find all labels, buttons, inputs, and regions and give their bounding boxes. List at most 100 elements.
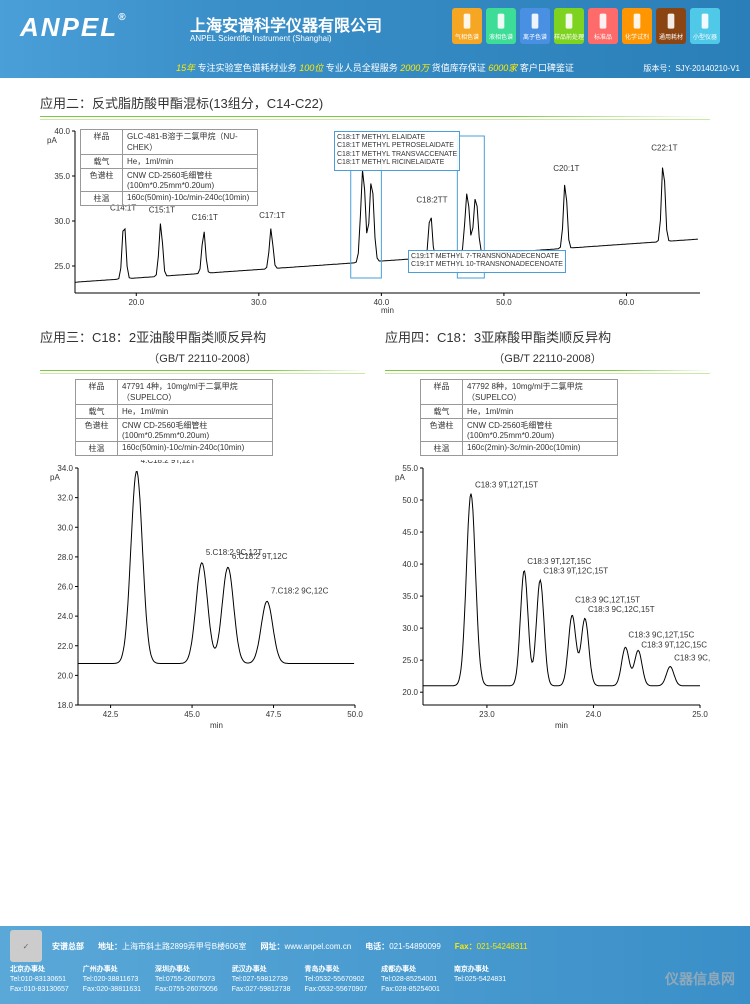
header-icon: 样品前处理 [554,8,584,44]
callout-c19-1t: C19:1T METHYL 7-TRANSNONADECENOATEC19:1T… [408,250,566,273]
svg-text:pA: pA [47,136,57,145]
svg-text:50.0: 50.0 [496,298,512,307]
svg-text:26.0: 26.0 [57,583,73,592]
svg-text:18.0: 18.0 [57,701,73,710]
office: 青岛办事处Tel:0532-55670902Fax:0532-55670907 [304,965,367,994]
watermark: 仪器信息网 [665,969,735,989]
svg-text:30.0: 30.0 [402,624,418,633]
app3-title: 应用三：C18：2亚油酸甲酯类顺反异构 [40,327,365,346]
header: ANPEL 上海安谱科学仪器有限公司 ANPEL Scientific Inst… [0,0,750,78]
svg-text:20.0: 20.0 [128,298,144,307]
tagline: 15年 专注实验室色谱耗材业务 100位 专业人员全程服务 2000万 货值库存… [0,61,750,74]
divider [40,116,710,117]
chart-app3: 样品47791 4种，10mg/ml于二氯甲烷（SUPELCO）载气He，1ml… [40,379,365,709]
header-icon: 化学试剂 [622,8,652,44]
office: 广州办事处Tel:020-38811673Fax:020-38811631 [83,965,141,994]
svg-text:45.0: 45.0 [184,710,200,719]
svg-text:32.0: 32.0 [57,494,73,503]
svg-text:pA: pA [50,473,60,482]
svg-text:C15:1T: C15:1T [149,205,175,214]
svg-text:24.0: 24.0 [586,710,602,719]
app3-params: 样品47791 4种，10mg/ml于二氯甲烷（SUPELCO）载气He，1ml… [75,379,273,456]
svg-text:C18:3 9C,12C,15C: C18:3 9C,12C,15C [674,654,710,663]
svg-text:22.0: 22.0 [57,642,73,651]
svg-text:60.0: 60.0 [619,298,635,307]
svg-text:min: min [210,721,223,730]
svg-text:55.0: 55.0 [402,464,418,473]
svg-text:C22:1T: C22:1T [651,144,677,153]
svg-text:30.0: 30.0 [251,298,267,307]
app4-title: 应用四：C18：3亚麻酸甲酯类顺反异构 [385,327,710,346]
callout-c18-1t: C18:1T METHYL ELAIDATEC18:1T METHYL PETR… [334,131,460,171]
company-en: ANPEL Scientific Instrument (Shanghai) [190,34,332,43]
svg-text:25.0: 25.0 [54,262,70,271]
svg-text:24.0: 24.0 [57,612,73,621]
svg-text:50.0: 50.0 [347,710,363,719]
app3-subtitle: （GB/T 22110-2008） [40,350,365,366]
svg-text:20.0: 20.0 [402,688,418,697]
svg-text:6.C18:2 9T,12C: 6.C18:2 9T,12C [232,552,288,561]
svg-text:45.0: 45.0 [402,528,418,537]
svg-text:C18:3 9T,12T,15T: C18:3 9T,12T,15T [475,481,538,490]
svg-text:35.0: 35.0 [402,592,418,601]
svg-text:35.0: 35.0 [54,172,70,181]
svg-text:47.5: 47.5 [266,710,282,719]
svg-text:7.C18:2 9C,12C: 7.C18:2 9C,12C [271,586,329,595]
divider [40,370,365,371]
svg-text:40.0: 40.0 [54,127,70,136]
footer-logo-icon: ✓ [10,930,42,962]
hq-label: 安谱总部 [52,941,84,952]
svg-text:C18:3 9C,12T,15C: C18:3 9C,12T,15C [628,631,694,640]
app2-params: 样品GLC-481-B溶于二氯甲烷（NU-CHEK）载气He，1ml/min色谱… [80,129,258,206]
app4-subtitle: （GB/T 22110-2008） [385,350,710,366]
svg-text:25.0: 25.0 [402,656,418,665]
header-icon: 气相色谱 [452,8,482,44]
svg-text:pA: pA [395,473,405,482]
office: 南京办事处Tel:025-5424831 [454,965,506,994]
chromatogram-app4: 20.0 25.0 30.0 35.0 40.0 45.0 50.0 55.0 23.0 24.0… [385,460,710,730]
svg-text:20.0: 20.0 [57,671,73,680]
svg-text:C17:1T: C17:1T [259,211,285,220]
chart-app4: 样品47792 8种，10mg/ml于二氯甲烷（SUPELCO）载气He，1ml… [385,379,710,709]
svg-text:50.0: 50.0 [402,496,418,505]
footer: ✓ 安谱总部 地址：上海市斜土路2899弄甲号B楼606室 网址：www.anp… [0,926,750,1004]
header-icon: 标准品 [588,8,618,44]
svg-text:23.0: 23.0 [479,710,495,719]
company-cn: 上海安谱科学仪器有限公司 [190,12,382,36]
svg-text:30.0: 30.0 [57,523,73,532]
svg-text:30.0: 30.0 [54,217,70,226]
office: 北京办事处Tel:010-83130651Fax:010-83130657 [10,965,69,994]
header-icon: 离子色谱 [520,8,550,44]
app2-title: 应用二：反式脂肪酸甲酯混标(13组分，C14-C22) [40,93,710,112]
svg-text:34.0: 34.0 [57,464,73,473]
svg-text:C18:3 9C,12C,15T: C18:3 9C,12C,15T [588,605,655,614]
svg-text:40.0: 40.0 [402,560,418,569]
header-icon: 小型仪器 [690,8,720,44]
svg-text:min: min [381,306,394,315]
divider [385,370,710,371]
svg-text:4.C18:2 9T,12T: 4.C18:2 9T,12T [141,460,196,465]
chart-app2: 样品GLC-481-B溶于二氯甲烷（NU-CHEK）载气He，1ml/min色谱… [40,125,710,315]
app4-params: 样品47792 8种，10mg/ml于二氯甲烷（SUPELCO）载气He，1ml… [420,379,618,456]
footer-offices: 北京办事处Tel:010-83130651Fax:010-83130657 广州办… [10,965,740,994]
svg-text:C18:2TT: C18:2TT [416,196,447,205]
office: 成都办事处Tel:028-85254001Fax:028-85254001 [381,965,440,994]
logo: ANPEL [20,12,128,43]
svg-text:C20:1T: C20:1T [553,164,579,173]
header-icon: 液相色谱 [486,8,516,44]
chromatogram-app3: 18.0 20.0 22.0 24.0 26.0 28.0 30.0 32.0 34.0 42.5… [40,460,365,730]
svg-text:25.0: 25.0 [692,710,708,719]
header-icon: 通用耗材 [656,8,686,44]
office: 武汉办事处Tel:027-59812739Fax:027-59812738 [232,965,291,994]
svg-text:C16:1T: C16:1T [192,213,218,222]
header-icons: 气相色谱液相色谱离子色谱样品前处理标准品化学试剂通用耗材小型仪器 [452,8,720,44]
svg-text:28.0: 28.0 [57,553,73,562]
svg-text:min: min [555,721,568,730]
svg-text:C18:3 9T,12C,15C: C18:3 9T,12C,15C [641,640,707,649]
version: 版本号：SJY-20140210-V1 [643,63,740,74]
svg-text:C18:3 9C,12T,15T: C18:3 9C,12T,15T [575,596,640,605]
svg-text:C18:3 9T,12T,15C: C18:3 9T,12T,15C [527,557,591,566]
svg-text:C18:3 9T,12C,15T: C18:3 9T,12C,15T [543,567,608,576]
svg-text:42.5: 42.5 [103,710,119,719]
office: 深圳办事处Tel:0755-26075073Fax:0755-26075056 [155,965,218,994]
